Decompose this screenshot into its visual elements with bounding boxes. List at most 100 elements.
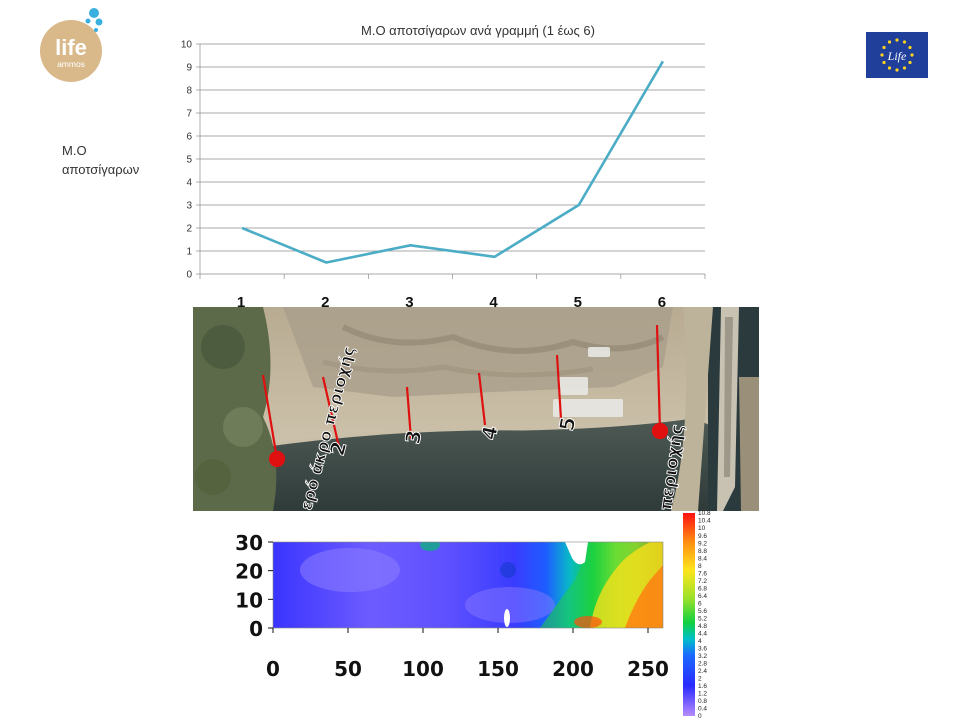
x-tick-label: 200 <box>552 657 594 681</box>
x-tick-label: 100 <box>402 657 444 681</box>
y-tick-label: 0 <box>186 270 192 281</box>
eu-star <box>908 60 912 65</box>
y-tick-label: 6 <box>186 132 192 143</box>
x-tick-label: 250 <box>627 657 669 681</box>
x-tick-label: 150 <box>477 657 519 681</box>
colorbar-tick-label: 6.8 <box>698 585 707 592</box>
eu-star <box>895 38 899 42</box>
colorbar-tick-label: 5.6 <box>698 608 707 615</box>
y-tick-label: 0 <box>249 617 263 641</box>
colorbar-tick-label: 7.2 <box>698 578 707 585</box>
eu-star <box>882 45 886 50</box>
y-tick-label: 9 <box>186 63 192 74</box>
x-tick-label: 0 <box>266 657 280 681</box>
colorbar-tick-label: 8 <box>698 563 702 570</box>
y-tick-label: 4 <box>186 178 192 189</box>
colorbar-tick-label: 4.4 <box>698 630 707 637</box>
y-tick-label: 5 <box>186 155 192 166</box>
colorbar-tick-label: 8.8 <box>698 548 707 555</box>
eu-life-logo: Life <box>866 32 928 78</box>
heatmap-y-ticks: 0 10 20 30 <box>235 531 273 641</box>
colorbar-tick-label: 1.6 <box>698 683 707 690</box>
heatmap-field <box>273 542 663 628</box>
colorbar <box>683 513 695 716</box>
y-tick-label: 30 <box>235 531 263 555</box>
photo-label-5: 5 <box>554 415 580 433</box>
life-ammos-logo: life ammos <box>38 4 110 84</box>
colorbar-tick-label: 3.2 <box>698 653 707 660</box>
eu-stars-icon: Life <box>880 38 914 72</box>
colorbar-tick-label: 2.4 <box>698 668 707 675</box>
category-label: 2 <box>321 294 330 311</box>
photo-label-2: 2 <box>325 439 352 459</box>
colorbar-tick-label: 8.4 <box>698 555 707 562</box>
colorbar-tick-label: 4 <box>698 638 702 645</box>
colorbar-tick-label: 1.2 <box>698 691 707 698</box>
chart-gridlines <box>196 43 706 279</box>
y-tick-label: 10 <box>235 588 263 612</box>
transect-line <box>321 376 341 448</box>
colorbar-tick-label: 4.8 <box>698 623 707 630</box>
colorbar-tick-label: 6.4 <box>698 593 707 600</box>
colorbar-tick-label: 10.8 <box>698 510 711 517</box>
colorbar-tick-label: 10.4 <box>698 518 711 525</box>
side-axis-label: Μ.Ο αποτσίγαρων <box>62 141 172 179</box>
transect-line <box>405 386 413 440</box>
colorbar-tick-label: 0 <box>698 713 702 720</box>
eu-star <box>895 68 899 72</box>
y-tick-label: 10 <box>181 40 193 51</box>
eu-star <box>880 53 884 57</box>
colorbar-tick-label: 5.2 <box>698 615 707 622</box>
colorbar-tick-label: 9.2 <box>698 540 707 547</box>
eu-star <box>887 40 892 44</box>
y-tick-label: 20 <box>235 560 263 584</box>
eu-star <box>902 66 907 70</box>
photo-label-4: 4 <box>476 423 502 442</box>
x-tick-label: 50 <box>334 657 362 681</box>
beach-satellite-photo: 2 3 4 5 ερό άκρο περιοχής περιοχής <box>193 307 759 511</box>
transect-line <box>261 374 279 460</box>
eu-logo-text: Life <box>887 49 907 63</box>
chart-y-ticks: 0 1 2 3 4 5 6 7 8 9 10 <box>181 40 193 281</box>
colorbar-tick-label: 6 <box>698 600 702 607</box>
photo-label-3: 3 <box>400 428 426 446</box>
colorbar-ticks: 00.40.81.21.622.42.83.23.644.44.85.25.66… <box>698 510 711 720</box>
category-label: 3 <box>405 294 414 311</box>
category-label: 6 <box>657 294 667 311</box>
y-tick-label: 2 <box>186 224 192 235</box>
category-label: 1 <box>236 294 246 311</box>
eu-star <box>908 45 912 50</box>
line-chart: Μ.Ο αποτσίγαρων ανά γραμμή (1 έως 6) 0 1 2… <box>181 23 706 281</box>
transect-marker <box>268 450 286 468</box>
transect-line <box>477 372 487 426</box>
y-tick-label: 7 <box>186 109 192 120</box>
eu-star <box>910 53 914 57</box>
logo-text-ammos: ammos <box>57 59 85 69</box>
side-label-line2: αποτσίγαρων <box>62 162 140 177</box>
beach-photo-graphic: 2 3 4 5 ερό άκρο περιοχής περιοχής <box>193 307 759 511</box>
colorbar-tick-label: 0.8 <box>698 698 707 705</box>
colorbar-tick-label: 2.8 <box>698 661 707 668</box>
colorbar-tick-label: 3.6 <box>698 646 707 653</box>
side-label-line1: Μ.Ο <box>62 143 87 158</box>
category-label: 5 <box>573 294 582 311</box>
chart-title: Μ.Ο αποτσίγαρων ανά γραμμή (1 έως 6) <box>361 23 595 38</box>
eu-star <box>887 66 892 70</box>
eu-star <box>882 60 886 65</box>
eu-star <box>902 40 907 44</box>
category-label: 4 <box>489 294 498 311</box>
series-line <box>241 60 665 264</box>
life-ammos-logo-graphic: life ammos <box>40 8 103 82</box>
colorbar-tick-label: 0.4 <box>698 706 707 713</box>
logo-text-life: life <box>55 35 87 60</box>
y-tick-label: 8 <box>186 86 192 97</box>
colorbar-tick-label: 7.6 <box>698 570 707 577</box>
colorbar-tick-label: 2 <box>698 676 702 683</box>
y-tick-label: 3 <box>186 201 192 212</box>
y-tick-label: 1 <box>186 247 192 258</box>
colorbar-tick-label: 9.6 <box>698 533 707 540</box>
transect-marker <box>651 422 669 440</box>
transect-line <box>655 324 662 432</box>
colorbar-tick-label: 10 <box>698 525 706 532</box>
